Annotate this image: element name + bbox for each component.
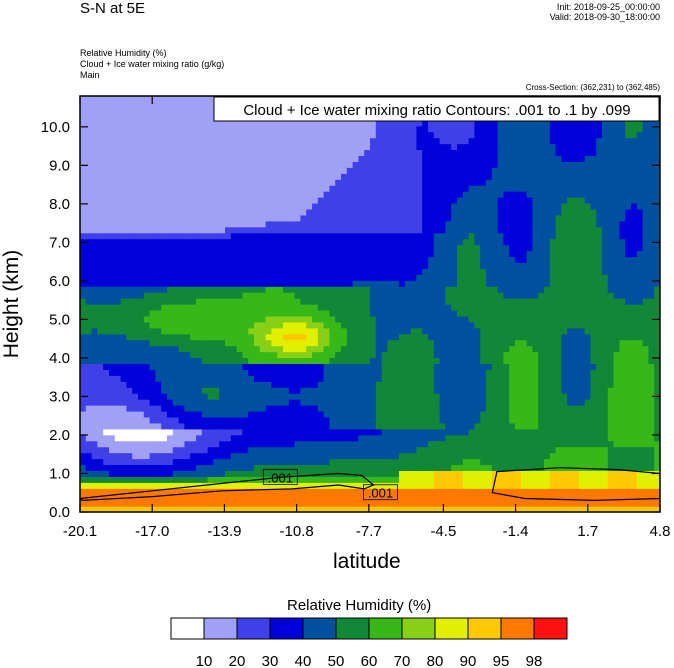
colorbar-label: 80 <box>427 653 444 668</box>
init-time: Init: 2018-09-25_00:00:00 <box>556 2 660 12</box>
y-axis: 0.0 1.0 2.0 3.0 4.0 5.0 6.0 7.0 8.0 9.0 10.0 <box>41 119 660 521</box>
colorbar-swatch <box>302 617 337 640</box>
cross-section-label: Cross-Section: (362,231) to (362,485) <box>525 83 660 92</box>
x-axis: -20.1 -17.0 -13.9 -10.8 -7.7 -4.5 -1.4 1.7 4.8 <box>63 96 671 540</box>
x-tick-label: -10.8 <box>280 523 314 540</box>
colorbar-swatch <box>368 617 403 640</box>
x-axis-label: latitude <box>333 550 401 573</box>
colorbar-swatch <box>335 617 370 640</box>
plot-frame <box>79 95 661 513</box>
y-tick-label: 5.0 <box>49 311 70 328</box>
field-label-main: Main <box>80 70 100 80</box>
colorbar-swatch <box>467 617 502 640</box>
colorbar-label: 30 <box>262 653 279 668</box>
cloud-contours: .001 .001 <box>80 467 660 502</box>
y-tick-label: 7.0 <box>49 234 70 251</box>
contour-info-box: Cloud + Ice water mixing ratio Contours:… <box>213 96 660 122</box>
colorbar-swatch <box>434 617 469 640</box>
x-tick-label: -13.9 <box>207 523 241 540</box>
y-tick-label: 9.0 <box>49 157 70 174</box>
colorbar-label: 10 <box>196 653 213 668</box>
y-tick-label: 10.0 <box>41 119 70 136</box>
contour-label: .001 <box>368 486 393 501</box>
colorbar-label: 70 <box>394 653 411 668</box>
x-tick-label: -1.4 <box>503 523 529 540</box>
colorbar-label: 90 <box>460 653 477 668</box>
colorbar-swatch <box>533 617 568 640</box>
colorbar-swatch <box>500 617 535 640</box>
y-tick-label: 0.0 <box>49 504 70 521</box>
field-label-cloud: Cloud + Ice water mixing ratio (g/kg) <box>80 59 225 69</box>
rh-field <box>80 96 660 512</box>
x-tick-label: -20.1 <box>63 523 97 540</box>
colorbar: 10 20 30 40 50 60 70 80 90 95 98 <box>170 617 568 668</box>
x-tick-label: -17.0 <box>135 523 169 540</box>
chart-title: Cloud + Ice water mixing ratio Contours:… <box>243 102 630 119</box>
contour-label: .001 <box>268 470 293 485</box>
colorbar-label: 50 <box>328 653 345 668</box>
colorbar-swatch <box>236 617 271 640</box>
x-tick-label: -4.5 <box>430 523 456 540</box>
colorbar-swatch <box>269 617 304 640</box>
y-tick-label: 2.0 <box>49 427 70 444</box>
colorbar-swatch <box>401 617 436 640</box>
valid-time: Valid: 2018-09-30_18:00:00 <box>549 12 660 22</box>
x-tick-label: 4.8 <box>650 523 671 540</box>
colorbar-swatch <box>170 617 205 640</box>
plot-title: S-N at 5E <box>80 0 146 17</box>
x-tick-label: -7.7 <box>356 523 382 540</box>
colorbar-label: 60 <box>361 653 378 668</box>
y-tick-label: 3.0 <box>49 388 70 405</box>
colorbar-label: 95 <box>493 653 510 668</box>
colorbar-swatch <box>203 617 238 640</box>
colorbar-label: 20 <box>229 653 246 668</box>
colorbar-label: 40 <box>295 653 312 668</box>
y-axis-label: Height (km) <box>0 249 23 359</box>
y-tick-label: 4.0 <box>49 350 70 367</box>
y-tick-label: 8.0 <box>49 196 70 213</box>
y-tick-label: 6.0 <box>49 273 70 290</box>
colorbar-label: 98 <box>526 653 543 668</box>
y-tick-label: 1.0 <box>49 465 70 482</box>
x-tick-label: 1.7 <box>577 523 598 540</box>
colorbar-title: Relative Humidity (%) <box>287 597 432 614</box>
field-label-rh: Relative Humidity (%) <box>80 48 167 58</box>
